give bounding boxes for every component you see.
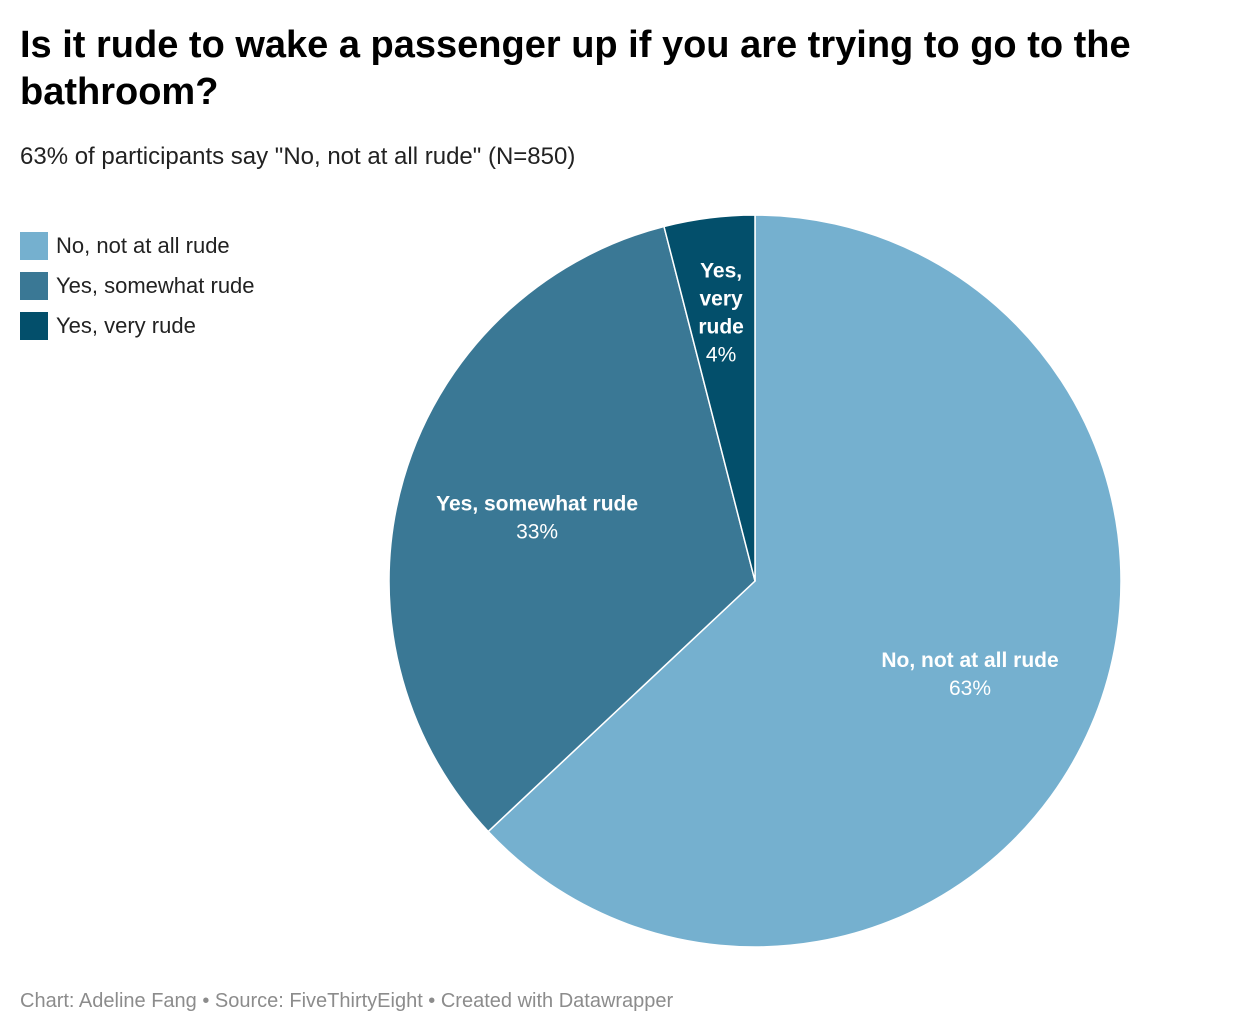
pie-label-value-yes-somewhat-rude: 33% bbox=[516, 521, 558, 544]
pie-slice-yes-very-rude bbox=[663, 214, 756, 582]
legend-swatch-yes-somewhat-rude bbox=[20, 272, 48, 300]
pie-labels: No, not at all rude 63% Yes, somewhat rude… bbox=[436, 259, 1059, 700]
pie-label-no-not-at-all-rude: No, not at all rude 63% bbox=[881, 649, 1058, 700]
legend: No, not at all rude Yes, somewhat rude Y… bbox=[20, 226, 255, 346]
pie-slice-no-not-at-all-rude bbox=[487, 214, 1122, 948]
chart-subtitle: 63% of participants say "No, not at all … bbox=[20, 143, 576, 170]
pie-slice-yes-somewhat-rude bbox=[388, 225, 756, 833]
legend-item-yes-somewhat-rude: Yes, somewhat rude bbox=[20, 266, 255, 306]
pie-label-name-line: No, not at all rude bbox=[881, 649, 1058, 672]
pie-label-name-line: rude bbox=[698, 315, 744, 338]
legend-item-no-not-at-all-rude: No, not at all rude bbox=[20, 226, 255, 266]
pie-slices bbox=[388, 214, 1122, 948]
pie-label-name-line: Yes, bbox=[700, 259, 742, 282]
chart-title: Is it rude to wake a passenger up if you… bbox=[20, 24, 1131, 113]
legend-label-no-not-at-all-rude: No, not at all rude bbox=[56, 233, 230, 258]
pie-label-yes-somewhat-rude: Yes, somewhat rude 33% bbox=[436, 493, 638, 544]
legend-label-yes-somewhat-rude: Yes, somewhat rude bbox=[56, 273, 255, 298]
pie-label-name-line: very bbox=[699, 287, 743, 310]
legend-swatch-no-not-at-all-rude bbox=[20, 232, 48, 260]
chart-footer: Chart: Adeline Fang • Source: FiveThirty… bbox=[20, 990, 674, 1012]
pie-label-value-no-not-at-all-rude: 63% bbox=[949, 677, 991, 700]
legend-label-yes-very-rude: Yes, very rude bbox=[56, 313, 196, 338]
pie-label-value-yes-very-rude: 4% bbox=[706, 343, 736, 366]
legend-swatch-yes-very-rude bbox=[20, 312, 48, 340]
legend-item-yes-very-rude: Yes, very rude bbox=[20, 306, 255, 346]
pie-label-yes-very-rude: Yes, very rude 4% bbox=[698, 259, 744, 366]
pie-label-name-line: Yes, somewhat rude bbox=[436, 493, 638, 516]
